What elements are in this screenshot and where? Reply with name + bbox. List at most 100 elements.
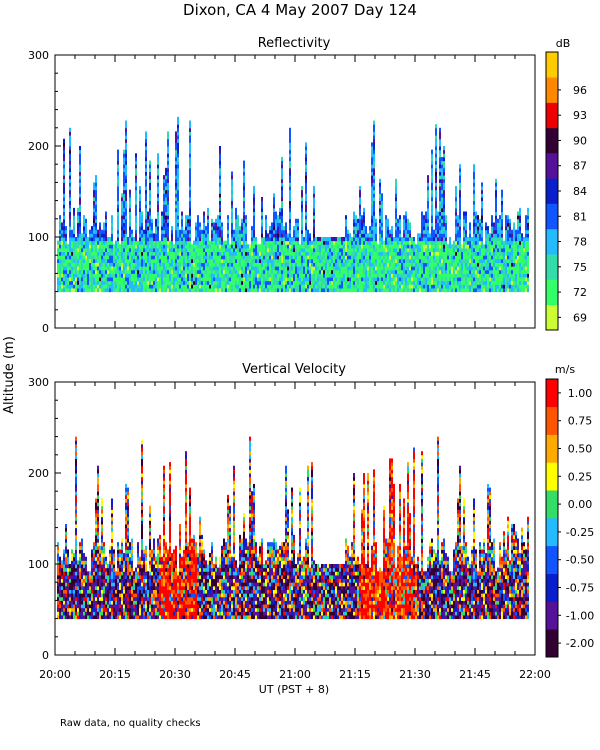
data-cell [449, 251, 451, 256]
data-cell [507, 215, 509, 220]
data-cell [349, 277, 351, 282]
data-cell [143, 233, 145, 238]
data-cell [241, 255, 243, 260]
data-cell [283, 255, 285, 260]
data-cell [91, 244, 93, 249]
data-cell [307, 255, 309, 260]
data-cell [381, 226, 383, 231]
data-cell [163, 262, 165, 267]
data-cell [165, 196, 167, 202]
data-cell [109, 237, 111, 242]
data-cell [459, 258, 461, 263]
data-cell [481, 251, 483, 256]
data-cell [165, 222, 167, 227]
data-cell [327, 240, 329, 245]
data-cell [165, 189, 167, 194]
data-cell [439, 146, 441, 151]
data-cell [415, 262, 417, 267]
data-cell [403, 247, 405, 253]
data-cell [501, 277, 503, 282]
data-cell [515, 255, 517, 260]
data-cell [495, 226, 497, 231]
data-cell [231, 178, 233, 183]
data-cell [487, 247, 489, 253]
data-cell [57, 255, 59, 260]
data-cell [473, 280, 475, 285]
data-cell [411, 266, 413, 271]
data-cell [507, 284, 509, 289]
data-cell [431, 258, 433, 263]
data-cell [435, 287, 437, 293]
data-cell [141, 237, 143, 242]
data-cell [159, 262, 161, 267]
data-cell [163, 280, 165, 285]
data-cell [137, 284, 139, 289]
data-cell [281, 164, 283, 169]
data-cell [141, 229, 143, 234]
data-cell [423, 251, 425, 256]
data-cell [427, 215, 429, 220]
data-cell [483, 266, 485, 271]
data-cell [93, 226, 95, 231]
data-cell [253, 218, 255, 223]
data-cell [125, 218, 127, 223]
data-cell [169, 273, 171, 278]
data-cell [301, 269, 303, 274]
data-cell [165, 193, 167, 198]
data-cell [75, 277, 77, 282]
data-cell [69, 222, 71, 227]
data-cell [419, 244, 421, 249]
data-cell [501, 229, 503, 234]
data-cell [149, 171, 151, 176]
data-cell [425, 222, 427, 227]
data-cell [441, 251, 443, 256]
data-cell [291, 269, 293, 274]
data-cell [113, 258, 115, 263]
data-cell [415, 255, 417, 260]
data-cell [213, 284, 215, 289]
data-cell [219, 262, 221, 267]
data-cell [311, 244, 313, 249]
data-cell [227, 233, 229, 238]
data-cell [357, 240, 359, 245]
data-cell [219, 284, 221, 289]
data-cell [375, 269, 377, 274]
data-cell [239, 237, 241, 242]
data-cell [323, 237, 325, 242]
data-cell [159, 273, 161, 278]
data-cell [459, 167, 461, 172]
data-cell [241, 237, 243, 242]
data-cell [175, 182, 177, 187]
data-cell [405, 273, 407, 278]
data-cell [433, 284, 435, 289]
data-cell [475, 262, 477, 267]
data-cell [443, 193, 445, 198]
data-cell [363, 240, 365, 245]
data-cell [191, 251, 193, 256]
data-cell [83, 233, 85, 238]
data-cell [79, 284, 81, 289]
data-cell [187, 215, 189, 220]
data-cell [79, 262, 81, 267]
data-cell [345, 262, 347, 267]
data-cell [475, 244, 477, 249]
data-cell [337, 240, 339, 245]
data-cell [243, 229, 245, 234]
data-cell [447, 273, 449, 278]
data-cell [157, 200, 159, 205]
data-cell [135, 266, 137, 271]
data-cell [343, 266, 345, 271]
data-cell [429, 284, 431, 289]
data-cell [373, 146, 375, 151]
data-cell [319, 262, 321, 267]
data-cell [171, 255, 173, 260]
data-cell [279, 237, 281, 242]
data-cell [147, 244, 149, 249]
data-cell [301, 193, 303, 198]
data-cell [277, 215, 279, 220]
data-cell [385, 233, 387, 238]
data-cell [321, 284, 323, 289]
data-cell [267, 251, 269, 256]
data-cell [205, 266, 207, 271]
data-cell [123, 156, 125, 162]
